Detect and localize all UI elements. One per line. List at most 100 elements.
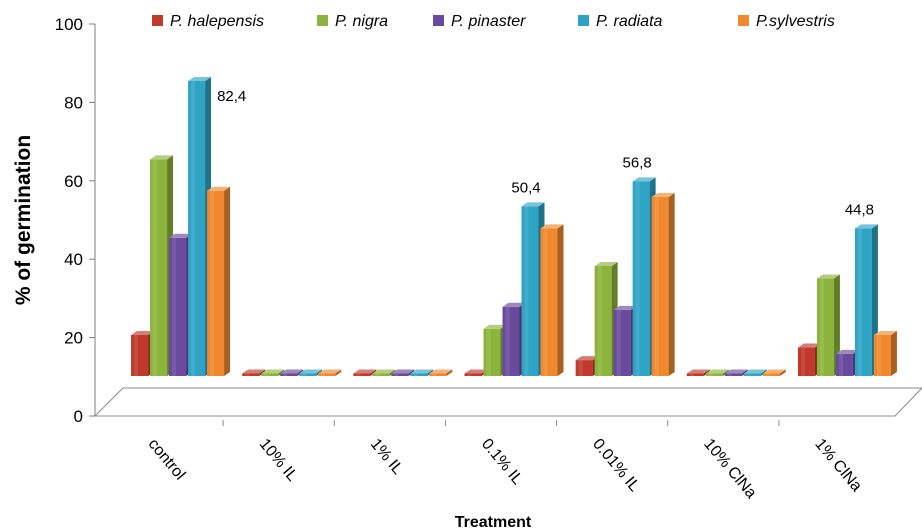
bar-top <box>299 369 323 374</box>
bar-front <box>353 373 371 376</box>
bar-highlight <box>432 373 437 376</box>
bar-highlight <box>578 360 583 376</box>
bar-highlight <box>819 278 824 376</box>
y-tick-label: 40 <box>64 250 83 269</box>
bar-side <box>741 369 748 376</box>
bar-top <box>575 356 599 361</box>
bar-front <box>724 373 742 376</box>
bar-top <box>521 202 545 207</box>
bar-highlight <box>857 228 862 376</box>
bar-highlight <box>838 353 843 376</box>
chart-floor <box>93 387 922 417</box>
bar-side <box>760 369 767 376</box>
bar-front <box>873 335 891 376</box>
bar-side <box>278 369 285 376</box>
y-tick-label: 0 <box>74 407 83 426</box>
bar-top <box>873 331 897 336</box>
bar-top <box>410 369 434 374</box>
bar-side <box>335 369 342 376</box>
bar-side <box>722 369 729 376</box>
y-tick-label: 60 <box>64 172 83 191</box>
bar-highlight <box>746 373 751 376</box>
bar-highlight <box>153 159 158 376</box>
x-tick-label: 10% IL <box>256 436 301 485</box>
bar-highlight <box>524 206 529 376</box>
bar-front <box>797 347 815 376</box>
legend-item: P.sylvestris <box>738 13 835 30</box>
bar-front <box>575 360 593 376</box>
bar-side <box>297 369 304 376</box>
bar-top <box>540 224 564 229</box>
bar-highlight <box>375 373 380 376</box>
bar <box>873 331 897 376</box>
bar-highlight <box>283 373 288 376</box>
bar-side <box>703 369 710 376</box>
bar <box>854 224 878 376</box>
x-tick-label: 0.01% IL <box>589 436 643 495</box>
bar-highlight <box>505 306 510 376</box>
bar <box>816 274 840 376</box>
bar-front <box>318 373 336 376</box>
bar-top <box>391 369 415 374</box>
bar <box>705 369 729 376</box>
bar-highlight <box>727 373 732 376</box>
bar-top <box>613 305 637 310</box>
bar-side <box>446 369 453 376</box>
legend-swatch <box>433 15 444 26</box>
labels: control 10% IL 1% IL 0.1% IL 0.01% IL 10% ClN… <box>145 88 875 502</box>
x-tick-label: 1% IL <box>367 436 406 478</box>
bar-top <box>242 369 266 374</box>
bar-top <box>632 177 656 182</box>
bar-front <box>299 373 317 376</box>
bar-highlight <box>191 80 196 376</box>
bar-highlight <box>134 335 139 376</box>
floor-plane <box>93 387 922 417</box>
y-tick-label: 100 <box>55 15 83 34</box>
bar <box>372 369 396 376</box>
bar-front <box>835 353 853 376</box>
bar-side <box>370 369 377 376</box>
bar-side <box>408 369 415 376</box>
axes: 0 20 40 60 80 100 <box>55 15 780 426</box>
bar-highlight <box>543 228 548 376</box>
bar-top <box>651 193 675 198</box>
bar-front <box>429 373 447 376</box>
data-label: 44,8 <box>845 201 874 218</box>
bar-highlight <box>413 373 418 376</box>
bar-highlight <box>210 190 215 376</box>
legend-item: P. halepensis <box>152 13 264 30</box>
bar-top <box>797 343 821 348</box>
bar-front <box>391 373 409 376</box>
bar-front <box>169 237 187 376</box>
legend-item: P. pinaster <box>433 13 526 30</box>
bar-front <box>261 373 279 376</box>
bars <box>131 76 897 376</box>
x-tick-label: 1% ClNa <box>811 436 865 495</box>
bar-top <box>816 274 840 279</box>
legend-swatch <box>152 15 163 26</box>
bar-top <box>835 349 859 354</box>
legend-label: P. nigra <box>335 13 388 30</box>
bar-top <box>594 262 618 267</box>
bar-front <box>372 373 390 376</box>
bar <box>743 369 767 376</box>
bar-top <box>188 76 212 81</box>
bar-side <box>833 274 840 376</box>
y-tick-label: 20 <box>64 329 83 348</box>
bar <box>762 369 786 376</box>
bar-front <box>464 373 482 376</box>
bar-highlight <box>356 373 361 376</box>
bar-side <box>779 369 786 376</box>
legend-swatch <box>738 15 749 26</box>
bar-front <box>502 306 520 376</box>
bar-highlight <box>876 335 881 376</box>
bar-highlight <box>467 373 472 376</box>
bar-top <box>207 186 231 191</box>
legend-label: P. halepensis <box>170 13 264 30</box>
bar-top <box>686 369 710 374</box>
bar-front <box>816 278 834 376</box>
bar <box>353 369 377 376</box>
y-tick-label: 80 <box>64 93 83 112</box>
bar-front <box>483 328 501 376</box>
